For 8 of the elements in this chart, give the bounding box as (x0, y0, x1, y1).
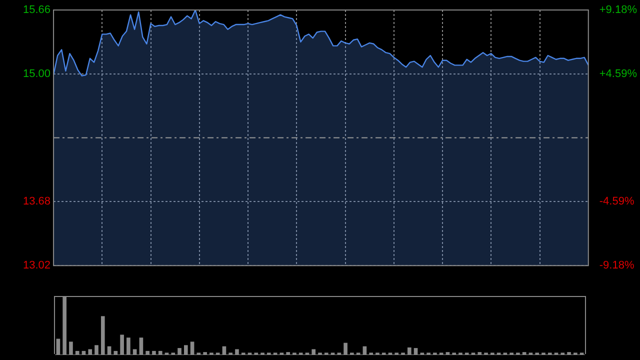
y2-tick-label: +4.59% (599, 68, 638, 80)
y2-tick-label: -9.18% (599, 260, 634, 272)
y-tick-label: 15.00 (22, 68, 51, 80)
y-tick-label: 13.68 (22, 196, 51, 208)
y-tick-label: 13.02 (22, 260, 51, 272)
y-tick-label: 15.66 (22, 4, 51, 16)
y2-tick-label: +9.18% (599, 4, 638, 16)
y2-tick-label: -4.59% (599, 196, 634, 208)
